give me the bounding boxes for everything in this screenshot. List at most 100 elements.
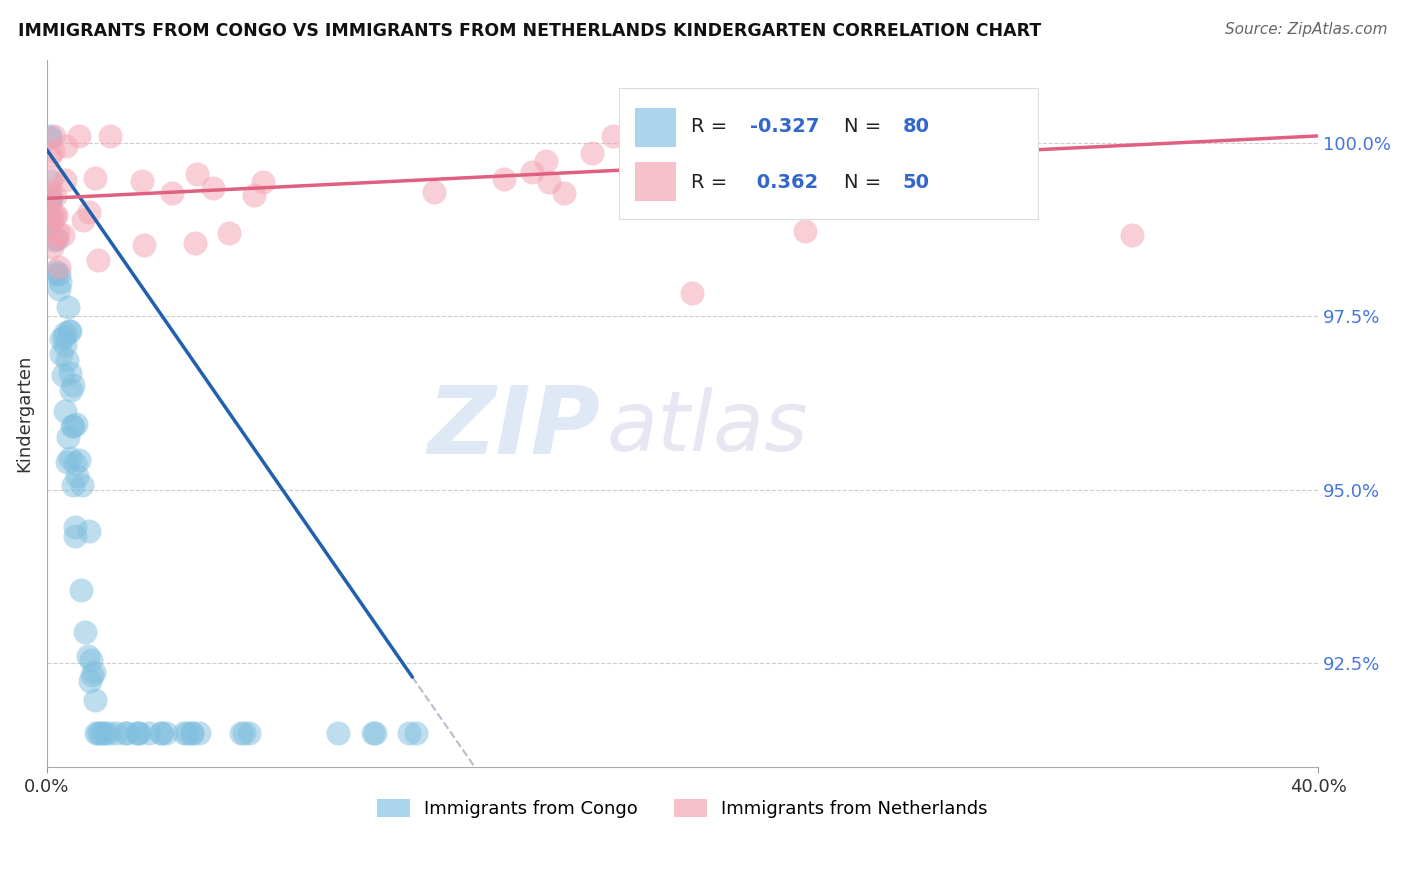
Point (55, 138, 77, 153)
Point (84, 693, 107, 707)
Point (39, 215, 62, 229)
Point (77, 204, 100, 219)
Point (114, 725, 136, 739)
Point (44, 189, 66, 203)
Point (59, 451, 82, 466)
Point (56, 352, 79, 367)
Point (45, 232, 67, 246)
Point (364, 725, 387, 739)
Point (398, 725, 420, 739)
Point (131, 174, 153, 188)
Legend: Immigrants from Congo, Immigrants from Netherlands: Immigrants from Congo, Immigrants from N… (370, 792, 995, 825)
Point (1121, 227, 1143, 242)
Text: ZIP: ZIP (427, 382, 600, 474)
Point (326, 725, 349, 739)
Point (494, 172, 516, 186)
Point (45, 208, 67, 222)
Text: R =: R = (692, 118, 734, 136)
Point (184, 235, 207, 250)
Point (160, 186, 183, 201)
Point (187, 725, 209, 739)
Point (186, 167, 208, 181)
Point (39, 193, 62, 207)
Bar (636, 108, 676, 146)
Point (181, 725, 204, 739)
Point (115, 725, 138, 739)
Text: R =: R = (692, 172, 734, 192)
Y-axis label: Kindergarten: Kindergarten (15, 355, 32, 472)
Point (67, 453, 90, 467)
Point (522, 165, 544, 179)
Point (87, 253, 110, 268)
Point (127, 725, 149, 739)
Point (89, 725, 111, 739)
Point (87, 725, 110, 739)
Point (794, 224, 817, 238)
Point (772, 184, 794, 198)
Point (76, 649, 98, 664)
Point (45, 267, 67, 281)
Point (83, 665, 105, 680)
Point (51, 347, 73, 361)
Point (53, 173, 76, 187)
Point (818, 128, 841, 143)
Point (66, 469, 89, 483)
Point (39, 174, 62, 188)
Point (851, 154, 873, 169)
Point (56, 430, 79, 444)
Point (218, 226, 240, 240)
Point (59, 384, 82, 398)
Point (53, 326, 76, 340)
Point (62, 419, 84, 434)
Point (105, 725, 128, 739)
Point (49, 332, 72, 346)
Point (60, 419, 83, 434)
Point (176, 725, 198, 739)
Point (41, 240, 63, 254)
Point (44, 233, 66, 247)
Point (56, 301, 79, 315)
Point (63, 519, 86, 533)
Point (41, 208, 63, 222)
Point (39, 184, 62, 198)
Text: N =: N = (844, 172, 887, 192)
Point (70, 582, 93, 597)
Point (72, 213, 94, 227)
Point (39, 191, 62, 205)
Point (59, 324, 82, 338)
Point (181, 725, 204, 739)
Point (128, 725, 150, 739)
Point (538, 175, 561, 189)
Text: Source: ZipAtlas.com: Source: ZipAtlas.com (1225, 22, 1388, 37)
Point (58, 324, 80, 338)
Point (67, 128, 90, 143)
Point (53, 329, 76, 343)
Point (53, 338, 76, 352)
Bar (636, 162, 676, 201)
Text: atlas: atlas (606, 387, 808, 468)
Point (41, 212, 63, 227)
Point (638, 128, 661, 143)
Text: -0.327: -0.327 (749, 118, 820, 136)
Text: 50: 50 (903, 172, 929, 192)
Point (62, 478, 84, 492)
Point (39, 147, 62, 161)
Point (46, 226, 69, 240)
Point (52, 228, 75, 243)
Text: 80: 80 (903, 118, 929, 136)
Point (82, 668, 104, 682)
Point (53, 404, 76, 418)
Point (405, 725, 427, 739)
Point (70, 478, 93, 492)
Point (422, 185, 444, 199)
Point (65, 417, 87, 431)
Point (45, 263, 67, 277)
FancyBboxPatch shape (619, 88, 1039, 219)
Point (80, 653, 103, 667)
Point (52, 368, 75, 382)
Point (39, 211, 62, 225)
Point (56, 455, 79, 469)
Point (232, 725, 254, 739)
Point (553, 186, 575, 200)
Point (91, 725, 114, 739)
